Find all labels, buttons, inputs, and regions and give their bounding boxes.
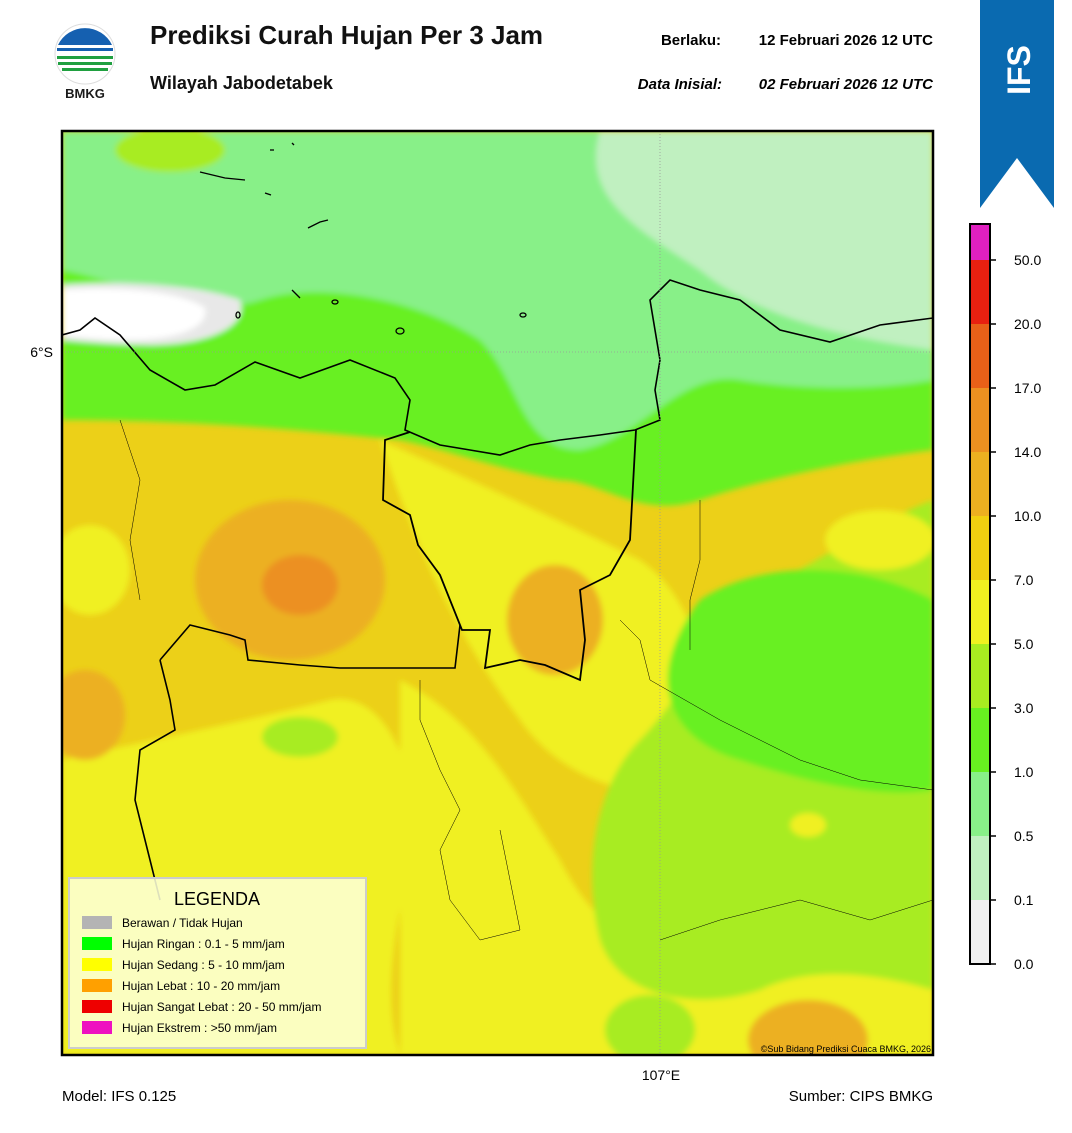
colorbar-tick-label: 10.0: [1014, 508, 1041, 524]
legend-label: Berawan / Tidak Hujan: [122, 916, 243, 930]
init-value: 02 Februari 2026 12 UTC: [759, 76, 934, 93]
map-frame: [60, 129, 935, 1057]
legend-title: LEGENDA: [174, 889, 260, 909]
colorbar-tick-label: 0.0: [1014, 956, 1034, 972]
legend-swatch: [82, 979, 112, 992]
footer-source: Sumber: CIPS BMKG: [789, 1088, 933, 1105]
legend-label: Hujan Sangat Lebat : 20 - 50 mm/jam: [122, 1000, 321, 1014]
legend: LEGENDA Berawan / Tidak Hujan Hujan Ringa…: [68, 877, 367, 1049]
colorbar-segment: [970, 260, 990, 324]
legend-swatch: [82, 1021, 112, 1034]
colorbar-tick-label: 7.0: [1014, 572, 1034, 588]
colorbar-tick-label: 14.0: [1014, 444, 1041, 460]
colorbar-segment: [970, 772, 990, 836]
colorbar-tick-label: 0.5: [1014, 828, 1034, 844]
colorbar-tick-label: 17.0: [1014, 380, 1041, 396]
legend-swatch: [82, 937, 112, 950]
footer-model: Model: IFS 0.125: [62, 1088, 176, 1105]
colorbar-segment: [970, 900, 990, 964]
colorbar-segment: [970, 644, 990, 708]
colorbar-segment: [970, 388, 990, 452]
colorbar-segment: [970, 516, 990, 580]
title: Prediksi Curah Hujan Per 3 Jam: [150, 20, 543, 50]
valid-label: Berlaku:: [661, 32, 721, 49]
colorbar-segment: [970, 224, 990, 260]
badge-text: IFS: [1001, 45, 1037, 95]
colorbar-tick-label: 50.0: [1014, 252, 1041, 268]
logo: BMKG: [54, 23, 116, 101]
legend-label: Hujan Ringan : 0.1 - 5 mm/jam: [122, 937, 285, 951]
legend-label: Hujan Ekstrem : >50 mm/jam: [122, 1021, 277, 1035]
legend-swatch: [82, 1000, 112, 1013]
legend-label: Hujan Lebat : 10 - 20 mm/jam: [122, 979, 280, 993]
legend-label: Hujan Sedang : 5 - 10 mm/jam: [122, 958, 285, 972]
legend-swatch: [82, 958, 112, 971]
colorbar-tick-label: 1.0: [1014, 764, 1034, 780]
credit: ©Sub Bidang Prediksi Cuaca BMKG, 2026: [761, 1044, 931, 1054]
colorbar-segment: [970, 836, 990, 900]
colorbar-segment: [970, 324, 990, 388]
colorbar-segment: [970, 708, 990, 772]
colorbar-segment: [970, 580, 990, 644]
map: [62, 131, 933, 1055]
colorbar-tick-label: 5.0: [1014, 636, 1034, 652]
valid-value: 12 Februari 2026 12 UTC: [759, 32, 933, 49]
colorbar-tick-label: 3.0: [1014, 700, 1034, 716]
logo-text: BMKG: [65, 86, 105, 101]
colorbar-segment: [970, 452, 990, 516]
subtitle: Wilayah Jabodetabek: [150, 73, 334, 93]
colorbar: 0.0 0.1 0.5 1.0 3.0 5.0 7.0 10.0 14.0 17.0 20.0 50.…: [969, 223, 1041, 972]
legend-swatch: [82, 916, 112, 929]
colorbar-tick-label: 0.1: [1014, 892, 1034, 908]
lon-label: 107°E: [642, 1067, 680, 1083]
lat-label: 6°S: [30, 344, 53, 360]
badge: [980, 0, 1054, 208]
colorbar-frame: [969, 223, 991, 965]
init-label: Data Inisial:: [638, 76, 722, 93]
colorbar-tick-label: 20.0: [1014, 316, 1041, 332]
